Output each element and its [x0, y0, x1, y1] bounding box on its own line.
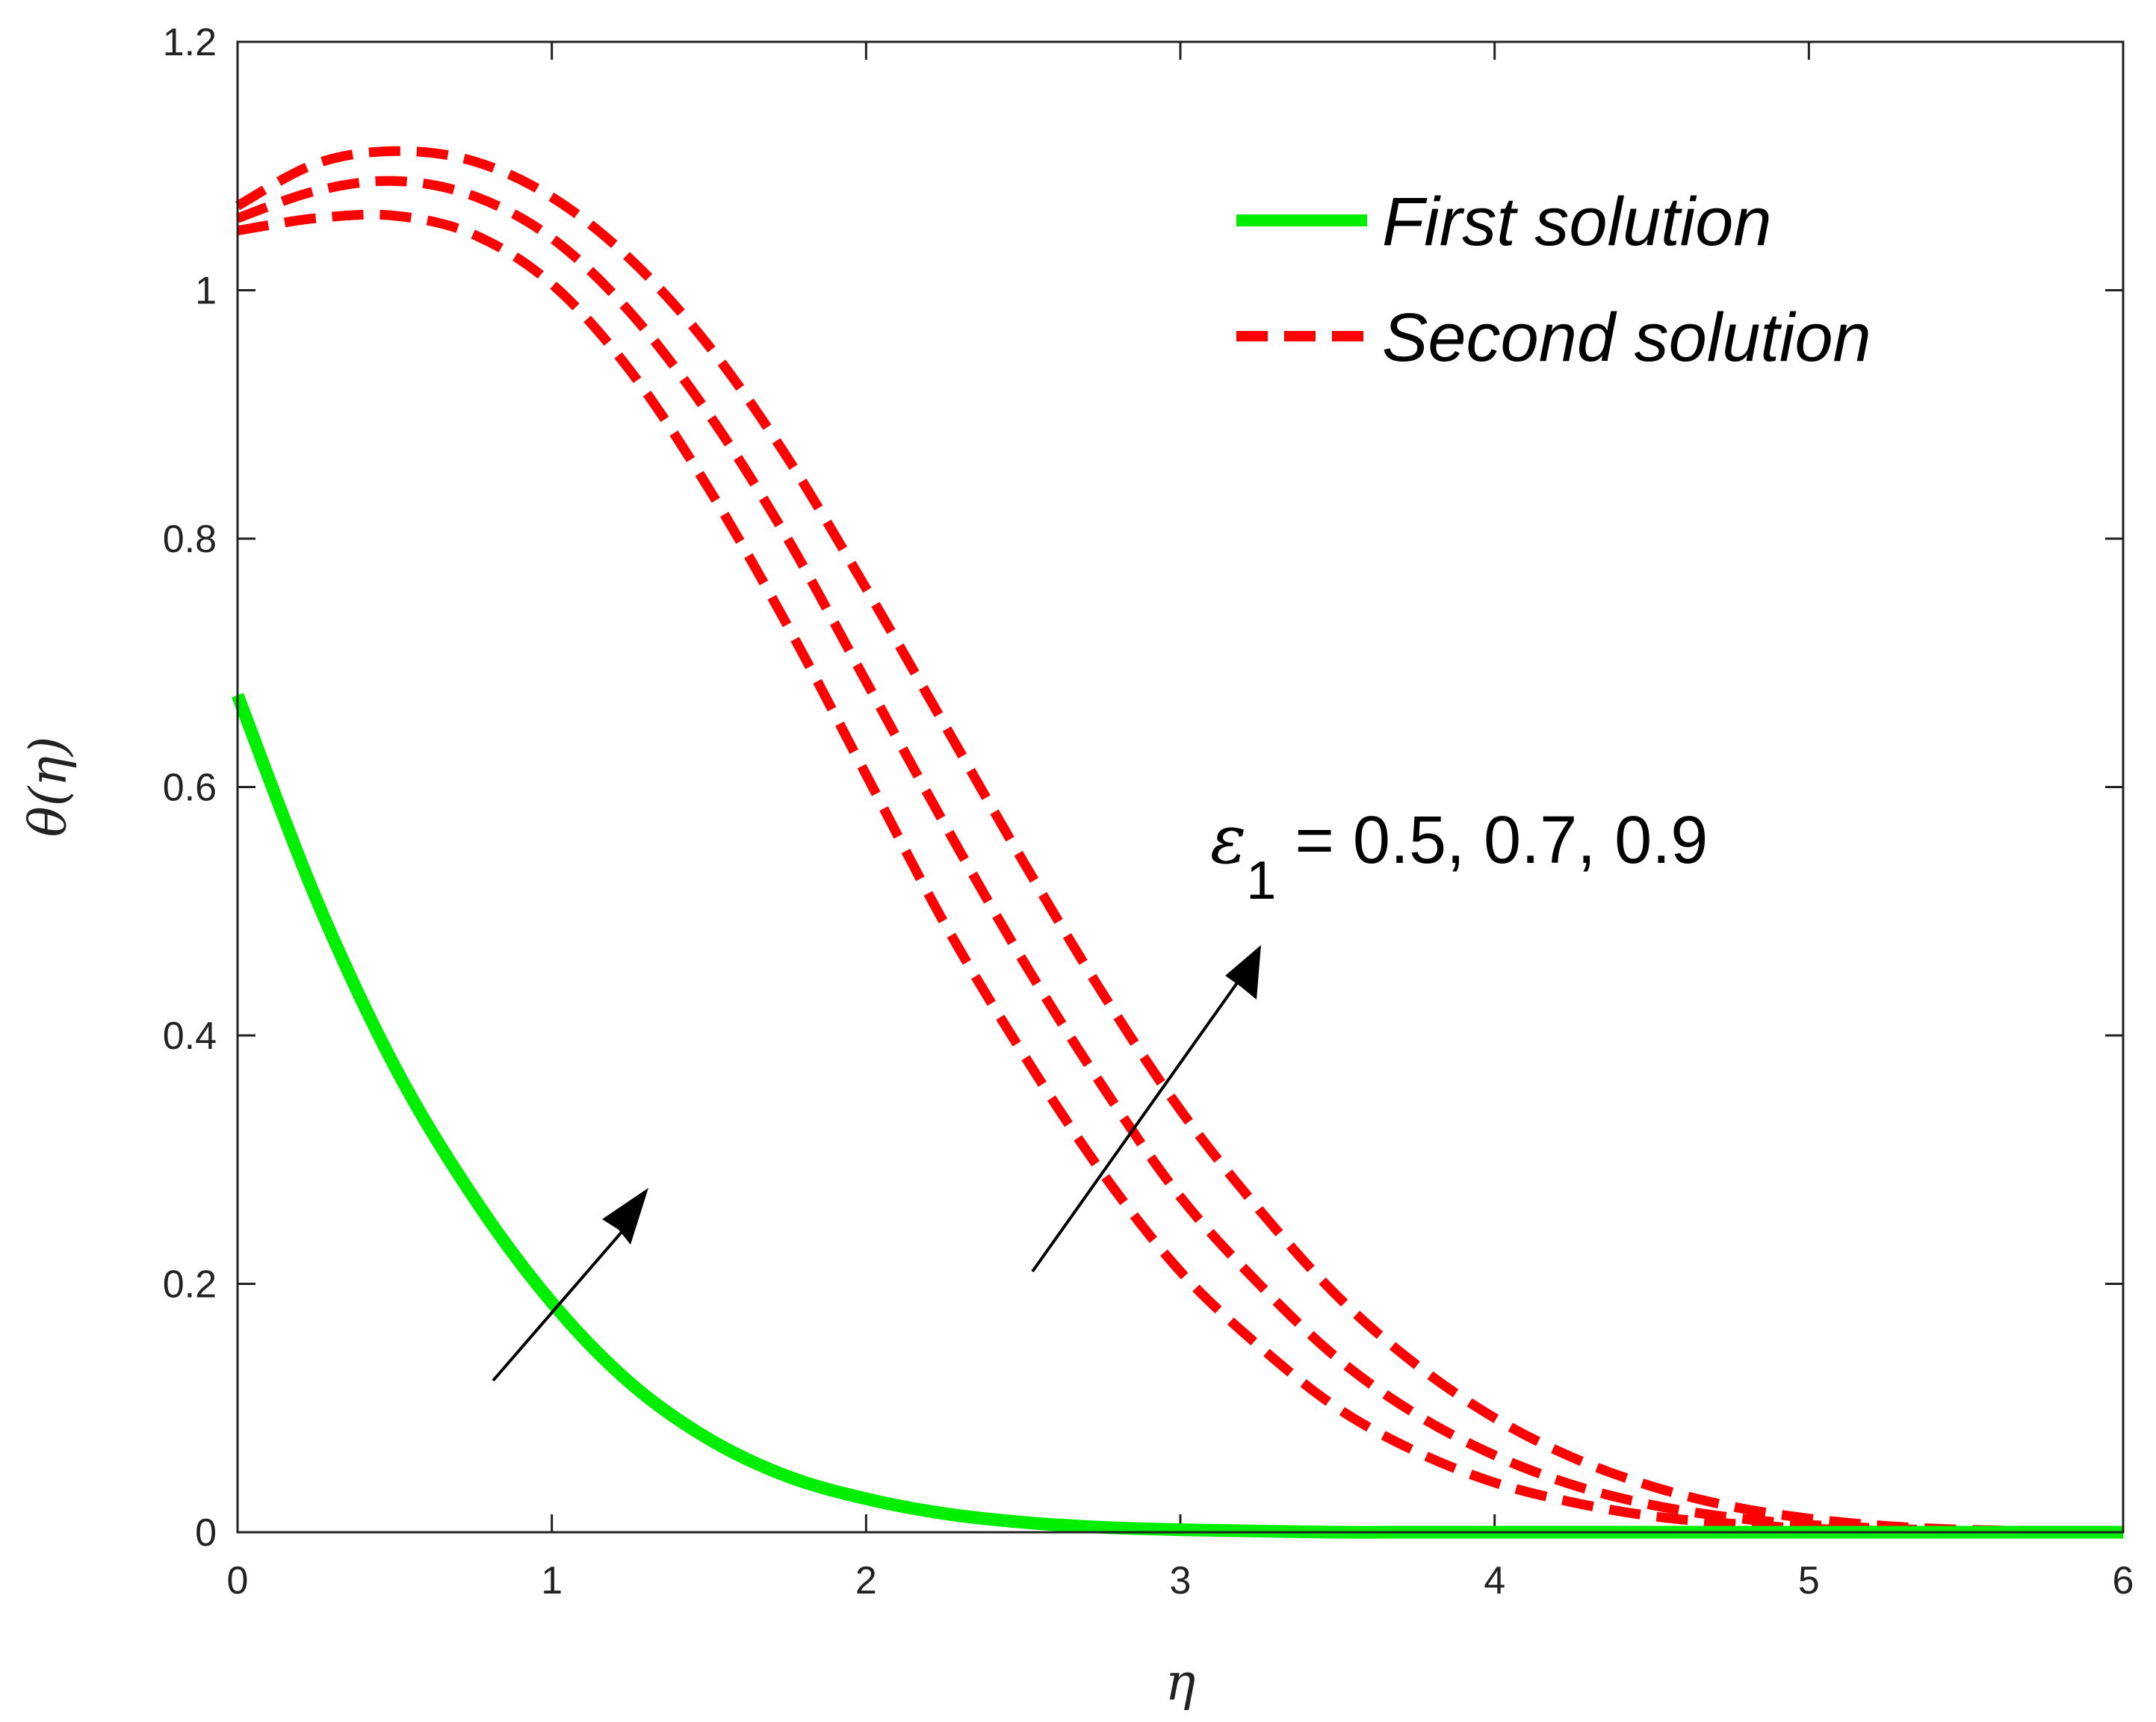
y-tick-label: 0.6	[163, 766, 217, 810]
x-tick-label: 0	[227, 1559, 249, 1602]
x-tick-label: 1	[541, 1559, 563, 1602]
x-axis-label: η	[1165, 1653, 1196, 1712]
y-tick-label: 0.2	[163, 1263, 217, 1307]
arrow-second-solution-head	[1225, 945, 1261, 1000]
plot-frame	[236, 40, 2125, 1534]
legend: First solution Second solution	[1236, 184, 1871, 376]
y-tick-label: 1	[195, 270, 217, 313]
annotation: ε1 = 0.5, 0.7, 0.9	[492, 801, 1708, 1382]
x-tick-label: 5	[1798, 1559, 1820, 1602]
x-tick-label: 4	[1484, 1559, 1505, 1602]
y-tick-label: 0.4	[163, 1015, 217, 1058]
y-axis-label: θ(η)	[19, 737, 78, 837]
y-tick-label: 1.2	[163, 21, 217, 64]
x-tick-label: 3	[1170, 1559, 1192, 1602]
annotation-text: ε1 = 0.5, 0.7, 0.9	[1210, 801, 1708, 911]
x-tick-label: 6	[2113, 1559, 2134, 1602]
annotation-symbol: ε	[1210, 801, 1246, 879]
ticks-layer: 0 1 2 3 4 5 6 0 0.2 0.4 0.6 0.8 1 1.2	[163, 21, 2134, 1602]
annotation-values: = 0.5, 0.7, 0.9	[1276, 803, 1708, 878]
arrow-first-solution-head	[602, 1188, 648, 1245]
annotation-subscript: 1	[1246, 851, 1276, 911]
legend-label-second-solution: Second solution	[1382, 300, 1871, 376]
arrow-first-solution-shaft	[492, 1224, 629, 1382]
x-tick-label: 2	[855, 1559, 877, 1602]
y-tick-label: 0.8	[163, 518, 217, 561]
arrow-second-solution-shaft	[1031, 977, 1242, 1273]
legend-label-first-solution: First solution	[1382, 184, 1772, 260]
y-tick-label: 0	[195, 1511, 217, 1555]
